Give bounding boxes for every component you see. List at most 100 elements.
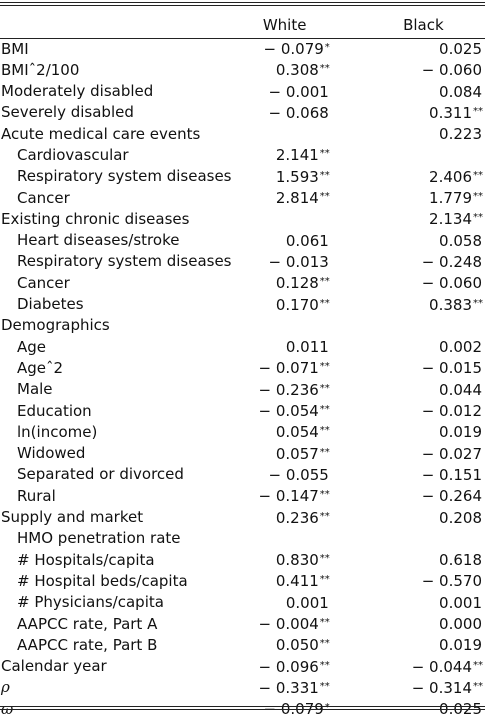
black-coefficient: 2.406 [429, 167, 472, 186]
white-value-wrap: − 0.079* [242, 38, 330, 59]
white-value-cell: 2.814** [232, 187, 334, 208]
white-value-cell: 0.057** [232, 443, 334, 464]
header-row: White Black [0, 12, 485, 38]
black-coefficient: − 0.264 [421, 487, 482, 506]
top-rule-1 [0, 2, 485, 3]
white-significance: ** [319, 638, 330, 650]
black-coefficient: 0.223 [439, 125, 482, 144]
black-value-cell: − 0.151 [334, 464, 485, 485]
black-value-wrap [387, 144, 483, 165]
row-label: Heart diseases/stroke [0, 230, 232, 251]
white-coefficient: 0.411 [275, 572, 319, 591]
row-label: Male [0, 379, 232, 400]
white-value-cell: 0.050** [232, 634, 334, 655]
row-label: Existing chronic diseases [0, 208, 232, 229]
white-value-wrap: 0.061 [242, 230, 330, 251]
white-coefficient: − 0.071 [258, 359, 319, 378]
table-row: Acute medical care events 0.223 [0, 123, 485, 144]
table-row: Respiratory system diseases − 0.013 − 0.24… [0, 251, 485, 272]
row-label: Widowed [0, 443, 232, 464]
table-body: BMI − 0.079* 0.025 BMIˆ2/100 0.308** − 0.060 M… [0, 38, 485, 720]
black-coefficient: − 0.151 [421, 465, 482, 484]
white-coefficient: 0.061 [285, 231, 329, 250]
black-coefficient: 0.000 [439, 615, 482, 634]
white-value-wrap: 2.814** [242, 187, 330, 208]
row-label: Respiratory system diseases [0, 251, 232, 272]
white-coefficient: 0.236 [275, 508, 319, 527]
black-value-cell: − 0.015 [334, 357, 485, 378]
black-coefficient: 0.208 [439, 508, 482, 527]
white-value-wrap: − 0.096** [242, 656, 330, 677]
white-value-cell: 0.236** [232, 507, 334, 528]
white-significance: ** [319, 382, 330, 394]
black-coefficient: − 0.314 [411, 678, 472, 697]
white-value-cell: 1.593** [232, 166, 334, 187]
black-value-wrap: − 0.060 [387, 59, 483, 80]
black-coefficient: 0.019 [439, 423, 482, 442]
black-significance: ** [473, 169, 483, 181]
black-value-cell: 0.311** [334, 102, 485, 123]
black-value-wrap: 2.134** [387, 208, 483, 229]
black-value-cell: − 0.027 [334, 443, 485, 464]
black-significance: ** [473, 659, 483, 671]
table-row: # Hospital beds/capita 0.411** − 0.570 [0, 570, 485, 591]
white-value-cell: 0.830** [232, 549, 334, 570]
white-significance: ** [319, 510, 330, 522]
white-coefficient: − 0.096 [258, 657, 319, 676]
black-value-cell [334, 144, 485, 165]
top-rule-2 [0, 5, 485, 6]
white-value-wrap: − 0.004** [242, 613, 330, 634]
row-label: Education [0, 400, 232, 421]
white-value-cell: − 0.147** [232, 485, 334, 506]
header-black: Black [403, 16, 444, 34]
table-row: Heart diseases/stroke 0.061 0.058 [0, 230, 485, 251]
row-label-text: Male [17, 380, 53, 399]
white-value-wrap: 0.411** [242, 570, 330, 591]
white-value-wrap [242, 315, 330, 336]
row-label-text: Supply and market [1, 508, 144, 527]
white-coefficient: − 0.147 [258, 487, 319, 506]
white-coefficient: 2.141 [275, 146, 319, 165]
black-value-cell: 1.779** [334, 187, 485, 208]
white-value-wrap: − 0.071** [242, 357, 330, 378]
row-label: HMO penetration rate [0, 528, 232, 549]
table-row: ln(income) 0.054** 0.019 [0, 421, 485, 442]
white-significance: ** [319, 617, 330, 629]
white-coefficient: 0.830 [275, 551, 319, 570]
black-coefficient: 2.134 [429, 210, 472, 229]
white-value-cell: − 0.079* [232, 38, 334, 59]
table-row: Age 0.011 0.002 [0, 336, 485, 357]
row-label-text: ρ [1, 678, 10, 697]
white-coefficient: − 0.079 [263, 40, 324, 58]
white-significance: ** [319, 169, 330, 181]
row-label-text: Acute medical care events [1, 124, 201, 143]
white-coefficient: − 0.013 [268, 252, 329, 271]
row-label-text: Ageˆ2 [17, 358, 64, 377]
black-value-wrap: − 0.248 [387, 251, 483, 272]
white-value-wrap: 0.308** [242, 59, 330, 80]
row-label-text: Respiratory system diseases [17, 252, 232, 271]
black-value-cell: 0.000 [334, 613, 485, 634]
white-value-cell: 2.141** [232, 144, 334, 165]
row-label: Ageˆ2 [0, 357, 232, 378]
table-row: Severely disabled − 0.068 0.311** [0, 102, 485, 123]
row-label-text: # Physicians/capita [17, 593, 164, 612]
row-label-text: AAPCC rate, Part A [17, 614, 158, 633]
black-value-wrap: − 0.314** [387, 677, 483, 698]
white-coefficient: − 0.054 [258, 402, 319, 421]
table-row: Separated or divorced − 0.055 − 0.151 [0, 464, 485, 485]
white-significance: ** [319, 489, 330, 501]
table-row: BMI − 0.079* 0.025 [0, 38, 485, 59]
black-value-wrap: − 0.015 [387, 357, 483, 378]
row-label-text: Age [17, 337, 47, 356]
white-coefficient: 1.593 [275, 167, 319, 186]
row-label-text: ln(income) [17, 422, 98, 441]
row-label: # Hospitals/capita [0, 549, 232, 570]
white-significance: ** [319, 659, 330, 671]
black-value-cell: 0.019 [334, 634, 485, 655]
black-value-wrap: − 0.570 [387, 570, 483, 591]
table-row: Widowed 0.057** − 0.027 [0, 443, 485, 464]
row-label: ln(income) [0, 421, 232, 442]
row-label: ω [0, 698, 232, 719]
black-value-cell: 0.223 [334, 123, 485, 144]
